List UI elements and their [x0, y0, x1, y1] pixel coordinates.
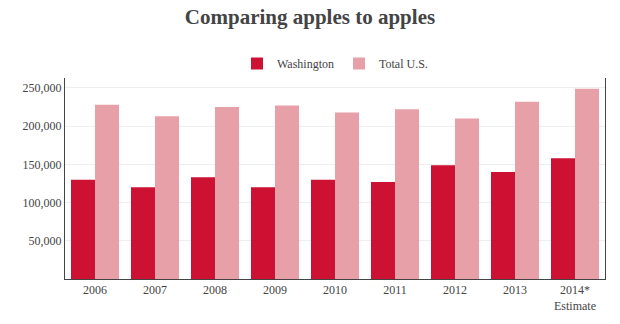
svg-text:2007: 2007	[143, 283, 167, 297]
svg-text:Comparing apples to apples: Comparing apples to apples	[185, 5, 435, 29]
svg-text:2014*Estimate: 2014*Estimate	[554, 283, 596, 313]
svg-text:Washington: Washington	[277, 57, 334, 71]
svg-text:2012: 2012	[443, 283, 467, 297]
svg-text:100,000: 100,000	[23, 196, 62, 210]
svg-text:250,000: 250,000	[23, 81, 62, 95]
svg-text:2011: 2011	[383, 283, 407, 297]
svg-text:Total U.S.: Total U.S.	[379, 57, 428, 71]
svg-text:2013: 2013	[503, 283, 527, 297]
svg-text:200,000: 200,000	[23, 119, 62, 133]
svg-text:50,000: 50,000	[29, 234, 62, 248]
svg-text:2008: 2008	[203, 283, 227, 297]
svg-text:2010: 2010	[323, 283, 347, 297]
svg-text:150,000: 150,000	[23, 158, 62, 172]
svg-text:2006: 2006	[83, 283, 107, 297]
svg-text:2009: 2009	[263, 283, 287, 297]
